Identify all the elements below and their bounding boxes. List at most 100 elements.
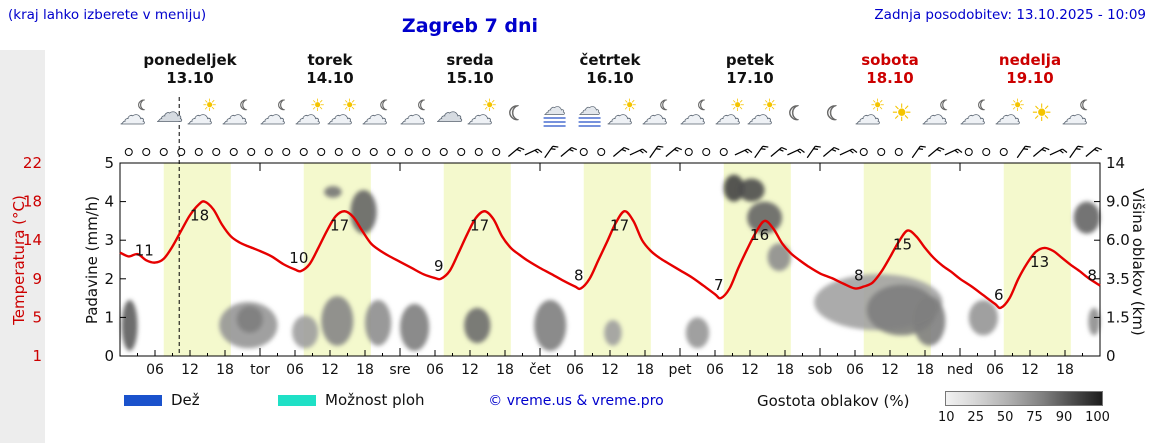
svg-text:☾: ☾ — [659, 98, 672, 114]
svg-text:12: 12 — [321, 362, 339, 378]
day-name: sreda — [446, 51, 494, 69]
svg-text:☀: ☀ — [891, 99, 913, 127]
svg-text:12: 12 — [741, 362, 759, 378]
svg-text:☁: ☁ — [295, 101, 321, 131]
svg-text:1: 1 — [32, 347, 42, 365]
wind-row — [124, 145, 1102, 159]
svg-text:15: 15 — [893, 236, 912, 254]
location-hint: (kraj lahko izberete v meniju) — [8, 7, 207, 23]
svg-text:☾: ☾ — [277, 98, 290, 114]
day-header: nedelja 19.10 — [960, 51, 1100, 87]
day-date: 16.10 — [586, 69, 634, 87]
cloud-density-ticks: 10 25 50 75 90 100 — [938, 410, 1110, 425]
svg-text:18: 18 — [636, 362, 654, 378]
day-header: četrtek 16.10 — [540, 51, 680, 87]
svg-text:ned: ned — [947, 362, 973, 378]
svg-text:☁: ☁ — [436, 98, 463, 129]
svg-text:☾: ☾ — [417, 98, 430, 114]
svg-text:4: 4 — [104, 193, 114, 211]
svg-text:18: 18 — [916, 362, 934, 378]
svg-text:18: 18 — [23, 193, 42, 211]
svg-text:☁: ☁ — [642, 101, 668, 131]
svg-text:☾: ☾ — [977, 98, 990, 114]
day-header: sreda 15.10 — [400, 51, 540, 87]
svg-text:☀: ☀ — [870, 96, 885, 116]
svg-text:☁: ☁ — [715, 101, 741, 131]
svg-text:☁: ☁ — [467, 101, 493, 131]
svg-text:12: 12 — [1021, 362, 1039, 378]
svg-text:06: 06 — [286, 362, 304, 378]
svg-text:5: 5 — [32, 308, 42, 326]
svg-text:čet: čet — [529, 362, 551, 378]
svg-text:☾: ☾ — [379, 98, 392, 114]
density-tick: 90 — [1055, 410, 1073, 425]
svg-text:sob: sob — [808, 362, 833, 378]
svg-text:18: 18 — [776, 362, 794, 378]
svg-text:12: 12 — [461, 362, 479, 378]
svg-text:5: 5 — [104, 154, 114, 172]
svg-text:☁: ☁ — [855, 101, 881, 131]
svg-text:14: 14 — [1106, 154, 1125, 172]
day-name: petek — [725, 51, 775, 69]
day-date: 19.10 — [1006, 69, 1054, 87]
svg-text:☾: ☾ — [137, 98, 150, 114]
day-name: četrtek — [579, 51, 641, 69]
day-date: 14.10 — [306, 69, 354, 87]
svg-text:2: 2 — [104, 270, 114, 288]
day-name: ponedeljek — [143, 51, 237, 69]
svg-text:☾: ☾ — [508, 101, 526, 125]
page-title: Zagreb 7 dni — [401, 15, 539, 37]
svg-text:☾: ☾ — [788, 101, 806, 125]
svg-text:☁: ☁ — [579, 96, 601, 121]
svg-text:16: 16 — [750, 226, 769, 244]
svg-text:☀: ☀ — [1010, 96, 1025, 116]
svg-text:22: 22 — [23, 154, 42, 172]
day-name: nedelja — [998, 51, 1062, 69]
svg-text:☀: ☀ — [342, 96, 357, 116]
svg-text:☀: ☀ — [762, 96, 777, 116]
svg-text:11: 11 — [135, 241, 154, 259]
svg-text:06: 06 — [426, 362, 444, 378]
svg-text:17: 17 — [610, 216, 629, 234]
svg-text:6: 6 — [994, 286, 1004, 304]
svg-text:17: 17 — [470, 216, 489, 234]
svg-text:☾: ☾ — [826, 101, 844, 125]
svg-text:☾: ☾ — [697, 98, 710, 114]
svg-text:☾: ☾ — [939, 98, 952, 114]
svg-text:☁: ☁ — [120, 101, 146, 131]
svg-text:17: 17 — [330, 216, 349, 234]
svg-text:18: 18 — [496, 362, 514, 378]
svg-text:☁: ☁ — [607, 101, 633, 131]
day-date: 15.10 — [446, 69, 494, 87]
svg-text:06: 06 — [986, 362, 1004, 378]
svg-text:☀: ☀ — [730, 96, 745, 116]
svg-text:3.5: 3.5 — [1106, 270, 1130, 288]
temp-value-labels: 11 18 10 17 9 17 8 17 7 16 8 15 6 13 8 — [135, 207, 1097, 304]
weather-icons-row: ☾☁ ☁ ☀☁ ☾☁ ☾☁ ☀☁ ☀☁ ☾☁ ☾☁ ☁ ☀☁ ☾ ☁ ☁ ☀☁ ☾☁ ☾☁ ☀☁ ☀☁ ☾ ☾ ☀☁ ☀ ☾☁… — [119, 95, 1092, 131]
svg-text:8: 8 — [574, 266, 584, 284]
density-tick: 75 — [1026, 410, 1043, 425]
svg-text:18: 18 — [356, 362, 374, 378]
site-credit: © vreme.us & vreme.pro — [488, 393, 664, 409]
svg-text:☾: ☾ — [239, 98, 252, 114]
svg-text:☁: ☁ — [1062, 101, 1088, 131]
svg-text:☁: ☁ — [400, 101, 426, 131]
svg-text:☀: ☀ — [1031, 99, 1053, 127]
density-tick: 10 — [938, 410, 955, 425]
svg-text:06: 06 — [566, 362, 584, 378]
svg-text:3: 3 — [104, 231, 114, 249]
density-tick: 25 — [967, 410, 984, 425]
svg-text:☁: ☁ — [747, 101, 773, 131]
day-date: 13.10 — [166, 69, 214, 87]
svg-text:☁: ☁ — [222, 101, 248, 131]
svg-text:8: 8 — [854, 266, 864, 284]
svg-text:☀: ☀ — [310, 96, 325, 116]
svg-text:9: 9 — [32, 270, 42, 288]
temperature-curve — [119, 200, 1101, 310]
svg-text:sre: sre — [389, 362, 410, 378]
svg-text:☁: ☁ — [260, 101, 286, 131]
left-margin — [0, 50, 45, 443]
svg-text:9.0: 9.0 — [1106, 193, 1130, 211]
